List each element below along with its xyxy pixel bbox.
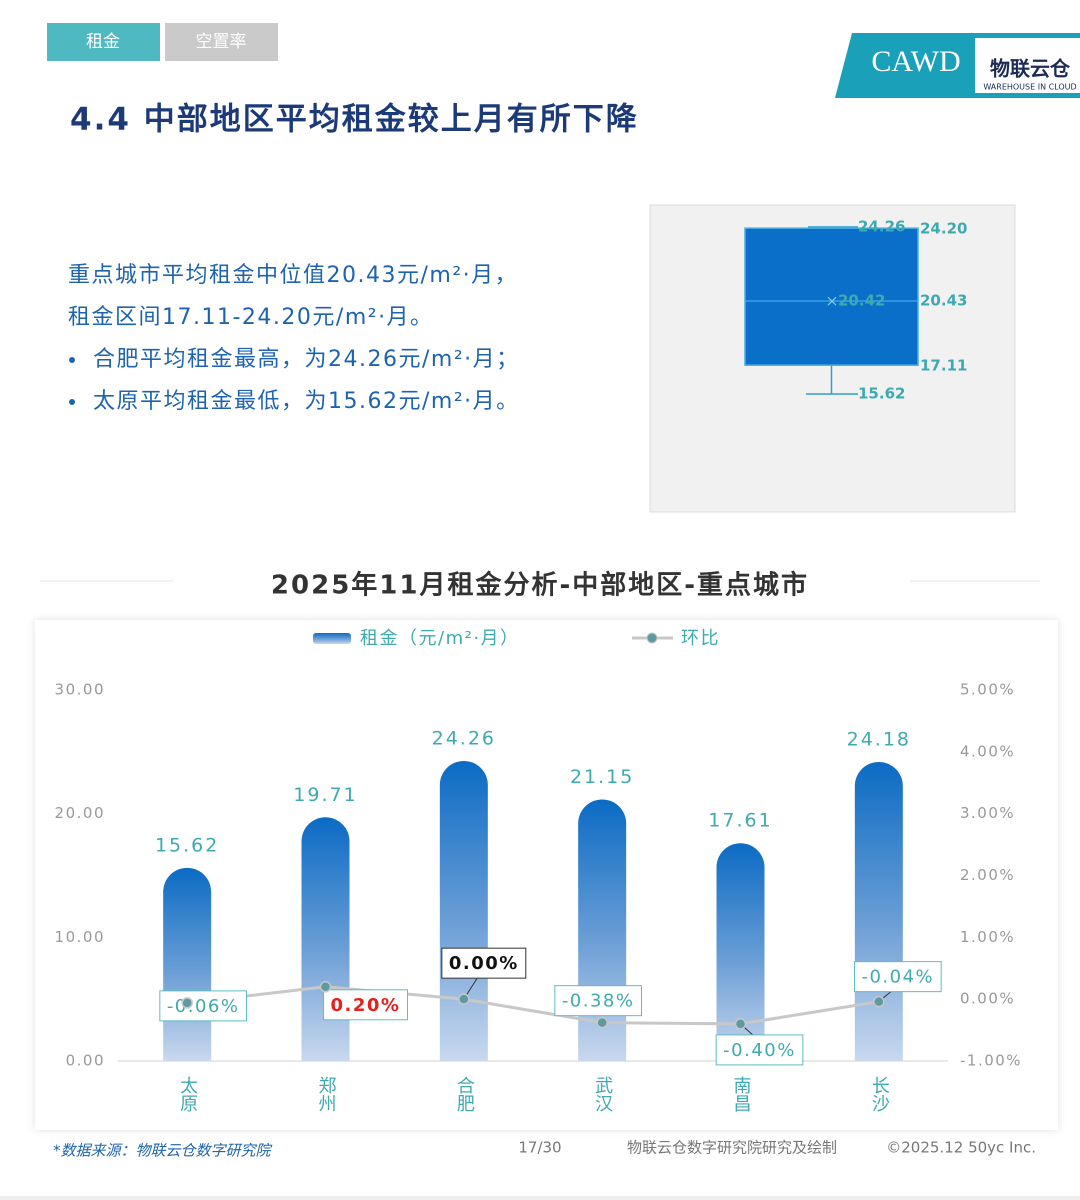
y2-tick-label: 5.00% — [960, 681, 1015, 699]
bullet: 太原平均租金最低，为15.62元/m²·月。 — [93, 389, 520, 414]
y-tick-label: 20.00 — [55, 804, 105, 822]
tab-active[interactable] — [47, 23, 160, 61]
line-value-label: -0.06% — [167, 996, 240, 1017]
bullet-dot — [69, 357, 75, 363]
line-value-label: -0.04% — [861, 967, 934, 988]
x-tick-label: 太原 — [177, 1076, 198, 1112]
bar — [854, 761, 903, 1061]
y-tick-label: 10.00 — [55, 928, 105, 946]
logo-brand: 物联云仓 — [990, 57, 1071, 81]
box-label: 15.62 — [858, 385, 905, 403]
bar-value-label: 15.62 — [155, 834, 219, 856]
bar-value-label: 24.18 — [847, 728, 911, 750]
bullet-dot — [69, 399, 75, 405]
line — [186, 985, 880, 1026]
source: *数据来源：物联云仓数字研究院 — [53, 1142, 273, 1160]
box-label: 24.20 — [920, 220, 967, 238]
value-label-box — [715, 1034, 804, 1066]
value-label-box — [853, 961, 942, 993]
legend-dot — [646, 632, 658, 644]
y2-tick-label: 0.00% — [960, 990, 1015, 1008]
bottom-band — [0, 1196, 1080, 1200]
page-number: 17/30 — [518, 1139, 561, 1157]
y2-tick-label: -1.00% — [960, 1052, 1022, 1070]
box — [744, 227, 919, 366]
logo-panel — [975, 38, 1080, 93]
x-tick-label: 南昌 — [731, 1076, 752, 1112]
bar — [301, 817, 350, 1061]
title-bg — [173, 562, 910, 608]
x-tick-label: 郑州 — [316, 1076, 337, 1112]
box-label: 17.11 — [920, 357, 967, 375]
logo-brand-en: WAREHOUSE IN CLOUD — [983, 83, 1076, 92]
x-tick-label: 合肥 — [454, 1076, 475, 1112]
y2-tick-label: 2.00% — [960, 866, 1015, 884]
box-label: 20.43 — [920, 292, 967, 310]
summary-line: 重点城市平均租金中位值20.43元/m²·月， — [68, 263, 518, 288]
value-label-box — [323, 989, 408, 1021]
bar — [163, 867, 212, 1061]
bar-value-label: 21.15 — [570, 766, 634, 788]
line-value-label: -0.38% — [562, 991, 635, 1012]
tab-label[interactable]: 空置率 — [196, 32, 247, 52]
line-dot — [458, 993, 470, 1005]
value-label-box — [554, 985, 643, 1017]
copyright: ©2025.12 50yc Inc. — [886, 1139, 1036, 1157]
legend-label: 环比 — [681, 628, 720, 649]
logo-mark: CAWD — [871, 45, 960, 78]
legend-swatch — [313, 633, 351, 644]
box-label: 20.42 — [838, 292, 885, 310]
bar — [716, 843, 765, 1061]
tab[interactable] — [165, 23, 278, 61]
bar-value-label: 17.61 — [708, 810, 772, 832]
heading: 4.4 中部地区平均租金较上月有所下降 — [70, 102, 639, 138]
line-value-label: 0.20% — [331, 995, 401, 1016]
x-tick-label: 长沙 — [869, 1076, 890, 1112]
line-dot — [596, 1016, 608, 1029]
line-dot — [734, 1018, 747, 1030]
y2-tick-label: 4.00% — [960, 742, 1015, 760]
value-label-box — [159, 990, 248, 1022]
legend-label: 租金（元/m²·月） — [360, 628, 520, 649]
chart-title: 2025年11月租金分析-中部地区-重点城市 — [271, 570, 809, 601]
value-label-box — [441, 947, 527, 979]
bullet: 合肥平均租金最高，为24.26元/m²·月； — [93, 347, 520, 372]
y-tick-label: 30.00 — [55, 681, 105, 699]
credit: 物联云仓数字研究院研究及绘制 — [627, 1139, 837, 1157]
box-label: 24.26 — [858, 218, 905, 236]
line-dot — [181, 997, 193, 1009]
bar-value-label: 19.71 — [293, 784, 357, 806]
line-value-label: 0.00% — [449, 953, 519, 974]
tab-label[interactable]: 租金 — [86, 32, 120, 52]
y2-tick-label: 1.00% — [960, 928, 1015, 946]
bar — [439, 760, 488, 1061]
y2-tick-label: 3.00% — [960, 804, 1015, 822]
y-tick-label: 0.00 — [66, 1052, 105, 1070]
line-dot — [873, 995, 885, 1008]
mean-marker — [827, 296, 837, 306]
summary-line: 租金区间17.11-24.20元/m²·月。 — [68, 305, 434, 330]
bar-value-label: 24.26 — [432, 727, 496, 749]
line-dot — [319, 981, 332, 993]
x-tick-label: 武汉 — [592, 1076, 613, 1112]
line-value-label: -0.40% — [723, 1040, 796, 1061]
